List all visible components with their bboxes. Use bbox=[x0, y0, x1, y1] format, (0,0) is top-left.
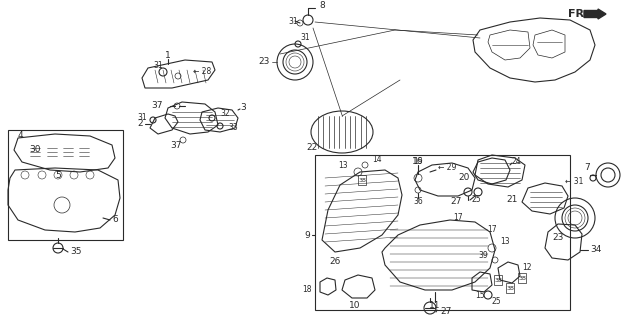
Text: 31: 31 bbox=[288, 18, 298, 27]
Text: ← 31: ← 31 bbox=[564, 178, 583, 187]
Text: ← 28: ← 28 bbox=[193, 68, 211, 76]
Text: 31: 31 bbox=[300, 34, 310, 43]
Text: 2: 2 bbox=[137, 119, 143, 129]
Bar bbox=[494, 275, 502, 285]
Text: 17: 17 bbox=[453, 213, 463, 222]
Text: 20: 20 bbox=[459, 173, 470, 182]
Text: 38: 38 bbox=[518, 276, 526, 281]
Text: 25: 25 bbox=[492, 298, 502, 307]
Text: 14: 14 bbox=[372, 156, 382, 164]
Text: 9: 9 bbox=[304, 230, 310, 239]
Text: 21: 21 bbox=[507, 196, 518, 204]
Text: ← 29: ← 29 bbox=[438, 164, 456, 172]
Text: 15: 15 bbox=[475, 292, 485, 300]
Text: 3: 3 bbox=[240, 103, 246, 113]
Bar bbox=[358, 175, 366, 185]
Text: 31: 31 bbox=[153, 61, 163, 70]
Text: 27: 27 bbox=[451, 197, 462, 206]
Text: 17: 17 bbox=[487, 226, 497, 235]
Bar bbox=[518, 273, 526, 283]
Text: 19: 19 bbox=[413, 157, 423, 166]
Text: 27: 27 bbox=[440, 308, 451, 316]
Text: FR.: FR. bbox=[568, 9, 589, 19]
FancyArrow shape bbox=[584, 9, 606, 19]
Text: 23: 23 bbox=[258, 58, 270, 67]
Text: 13: 13 bbox=[338, 161, 348, 170]
Bar bbox=[506, 283, 514, 293]
Text: 34: 34 bbox=[590, 245, 601, 254]
Text: 16: 16 bbox=[412, 157, 424, 166]
Bar bbox=[8, 130, 123, 240]
Text: 39: 39 bbox=[478, 252, 488, 260]
Text: 4: 4 bbox=[18, 132, 24, 140]
Text: 33: 33 bbox=[228, 124, 238, 132]
Text: 32: 32 bbox=[220, 108, 230, 117]
Text: 11: 11 bbox=[429, 300, 441, 309]
Text: 10: 10 bbox=[349, 300, 361, 309]
Bar bbox=[315, 155, 570, 310]
Text: 6: 6 bbox=[112, 215, 118, 225]
Text: 31: 31 bbox=[137, 113, 147, 122]
Text: 38: 38 bbox=[506, 285, 514, 291]
Text: 38: 38 bbox=[494, 277, 502, 283]
Text: 13: 13 bbox=[500, 237, 510, 246]
Text: 1: 1 bbox=[165, 52, 171, 60]
Text: 26: 26 bbox=[329, 258, 341, 267]
Text: 7: 7 bbox=[584, 164, 590, 172]
Text: 8: 8 bbox=[319, 2, 325, 11]
Text: 30: 30 bbox=[29, 146, 41, 155]
Text: 24: 24 bbox=[512, 157, 522, 166]
Text: 37: 37 bbox=[170, 141, 182, 150]
Text: 37: 37 bbox=[152, 101, 163, 110]
Text: 35: 35 bbox=[70, 247, 81, 257]
Text: 25: 25 bbox=[472, 196, 482, 204]
Text: 23: 23 bbox=[552, 234, 564, 243]
Text: 5: 5 bbox=[55, 171, 61, 180]
Text: 22: 22 bbox=[307, 143, 318, 153]
Text: 18: 18 bbox=[302, 285, 312, 294]
Text: 38: 38 bbox=[358, 178, 366, 182]
Text: 36: 36 bbox=[413, 197, 423, 206]
Text: 12: 12 bbox=[522, 263, 532, 273]
